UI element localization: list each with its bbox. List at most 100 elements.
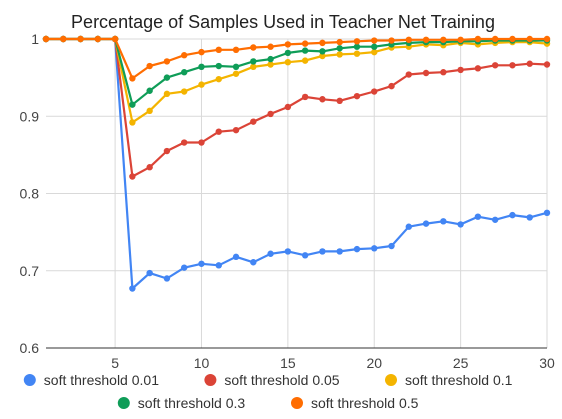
data-point [509,211,516,219]
data-point [232,70,240,77]
chart-title: Percentage of Samples Used in Teacher Ne… [71,12,495,32]
data-point [353,38,361,45]
data-point [94,35,102,43]
legend: soft threshold 0.01 soft threshold 0.05 so… [23,372,513,411]
data-point [319,52,326,60]
data-point [250,58,257,65]
data-point [181,139,188,146]
data-point [526,214,533,221]
y-tick-label: 0.8 [20,186,40,202]
data-point [371,43,378,50]
data-point [284,41,292,48]
legend-marker [291,397,303,409]
data-point [491,35,499,43]
data-point [198,81,205,88]
data-point [509,35,516,43]
data-point [215,75,222,83]
data-point [198,63,205,71]
data-point [146,107,153,115]
data-point [301,57,309,64]
data-point [215,262,222,269]
data-point [457,221,464,228]
data-point [163,74,171,81]
series-4 [42,35,551,82]
legend-label: soft threshold 0.1 [405,372,513,388]
data-point [543,61,551,68]
data-point [336,51,343,58]
data-point [319,96,326,103]
data-point [215,62,222,70]
data-point [353,92,361,100]
data-point [215,46,222,54]
data-point [440,69,447,76]
data-point [319,248,326,255]
legend-label: soft threshold 0.01 [44,372,159,388]
data-point [336,45,343,52]
data-point [422,36,430,43]
data-point [405,223,412,230]
data-point [353,43,361,50]
series-line [46,37,548,290]
data-point [232,46,240,54]
legend-label: soft threshold 0.5 [311,395,419,411]
data-point [181,264,188,271]
data-point [371,245,378,252]
data-point [111,35,119,43]
data-point [491,216,499,223]
y-tick-label: 0.7 [20,263,40,279]
legend-item: soft threshold 0.05 [204,372,340,388]
data-point [146,269,153,277]
data-point [457,66,464,74]
data-point [371,48,378,56]
legend-item: soft threshold 0.5 [291,395,419,411]
data-point [215,128,222,135]
data-point [543,209,551,217]
data-point [353,50,361,57]
data-point [284,248,292,255]
data-point [250,118,257,125]
data-point [526,60,533,67]
y-tick-label: 1 [31,31,39,47]
data-point [371,88,378,95]
data-point [129,75,136,82]
x-tick-label: 30 [539,355,555,371]
data-point [77,35,84,43]
data-point [543,35,551,43]
data-point [232,126,240,134]
data-point [284,58,292,66]
data-point [388,242,395,250]
x-tick-label: 10 [194,355,210,371]
legend-marker [117,397,130,409]
data-point [181,69,188,76]
data-point [267,61,274,68]
data-point [129,101,136,108]
data-point [474,35,482,43]
data-point [301,93,309,101]
data-point [250,44,257,51]
data-point [198,48,205,56]
data-point [250,63,257,71]
data-point [129,285,136,292]
data-point [388,82,395,90]
gridlines [46,38,548,349]
data-point [129,173,136,180]
data-point [509,62,516,69]
legend-item: soft threshold 0.01 [23,372,159,388]
legend-marker [23,374,36,386]
data-point [163,275,171,282]
x-tick-label: 5 [111,355,119,371]
data-point [422,220,430,227]
legend-marker [385,374,397,386]
data-point [353,245,361,253]
data-point [491,62,499,69]
data-point [336,38,343,46]
data-point [250,259,257,266]
data-point [198,139,205,146]
data-point [267,43,274,50]
data-point [301,47,309,54]
data-point [405,71,412,78]
data-point [146,87,153,94]
data-point [474,65,482,72]
data-point [146,62,153,70]
